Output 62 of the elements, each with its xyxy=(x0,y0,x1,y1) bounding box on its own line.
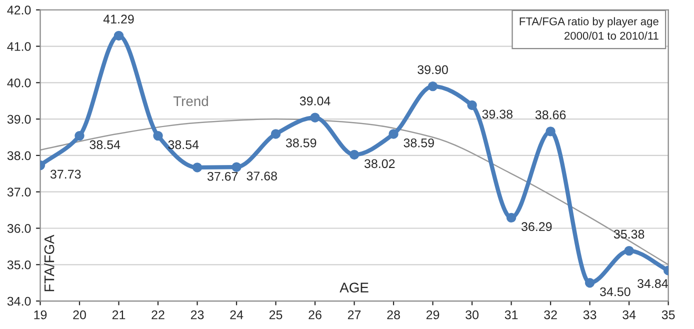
data-label: 36.29 xyxy=(522,222,552,232)
x-tick-label: 27 xyxy=(348,310,361,320)
point xyxy=(232,162,242,172)
data-label: 38.59 xyxy=(404,138,434,148)
x-tick-label: 30 xyxy=(466,310,479,320)
x-tick-label: 20 xyxy=(73,310,86,320)
x-tick-label: 21 xyxy=(112,310,126,320)
point xyxy=(584,278,595,288)
data-label: 39.90 xyxy=(418,65,448,74)
x-tick-label: 26 xyxy=(308,310,322,320)
x-tick-label: 35 xyxy=(662,310,675,320)
point xyxy=(467,100,477,110)
point xyxy=(192,162,202,172)
text: FTA/FGA ratio by player age 2000/01 to 2010/11 xyxy=(520,17,658,40)
y-tick-label: 42.0 xyxy=(7,6,31,15)
data-label: 37.68 xyxy=(246,172,277,180)
point xyxy=(624,246,634,256)
data-label: 39.04 xyxy=(300,96,330,106)
x-tick-label: 33 xyxy=(583,310,596,320)
point xyxy=(270,129,281,139)
data-label: 38.02 xyxy=(364,159,395,168)
y-tick-label: 37.0 xyxy=(7,188,31,196)
x-tick-label: 34 xyxy=(622,310,636,320)
point xyxy=(74,130,84,141)
data-label: 38.54 xyxy=(90,140,120,150)
y-axis-title: FTA/FGA xyxy=(44,234,54,292)
x-tick-label: 28 xyxy=(387,310,400,320)
x-tick-label: 22 xyxy=(152,310,164,320)
data-label: 38.54 xyxy=(168,140,199,150)
x-tick-label: 25 xyxy=(269,310,282,320)
y-tick-label: 39.0 xyxy=(7,114,31,124)
y-tick-label: 38.0 xyxy=(7,151,31,160)
point xyxy=(506,212,516,223)
point xyxy=(546,126,556,136)
data-label: 39.38 xyxy=(482,110,513,119)
data-label: 38.59 xyxy=(286,138,316,148)
data-label: 41.29 xyxy=(103,14,134,24)
data-label: 37.67 xyxy=(207,172,238,181)
point xyxy=(153,130,163,141)
y-tick-label: 41.0 xyxy=(7,42,31,51)
y-tick-label: 34.0 xyxy=(7,296,31,306)
data-label: 35.38 xyxy=(614,230,644,239)
y-tick-label: 35.0 xyxy=(7,260,31,270)
point xyxy=(349,150,360,160)
x-axis-title: AGE xyxy=(340,282,368,292)
x-tick-label: 19 xyxy=(34,310,47,320)
point xyxy=(310,112,320,122)
x-tick-label: 29 xyxy=(426,310,440,320)
data-label: 37.73 xyxy=(50,170,81,179)
data-label: 34.50 xyxy=(600,287,630,296)
annotation: Trend xyxy=(173,96,208,106)
y-tick-label: 36.0 xyxy=(7,224,31,233)
y-tick-label: 40.0 xyxy=(7,78,31,88)
x-tick-label: 31 xyxy=(504,310,518,320)
data-label: 34.84 xyxy=(638,279,668,288)
x-tick-label: 32 xyxy=(544,310,557,320)
x-tick-label: 24 xyxy=(230,310,244,320)
point xyxy=(388,129,398,139)
point xyxy=(114,30,124,41)
point xyxy=(428,81,438,92)
data-label: 38.66 xyxy=(535,110,566,120)
x-tick-label: 23 xyxy=(190,310,204,320)
